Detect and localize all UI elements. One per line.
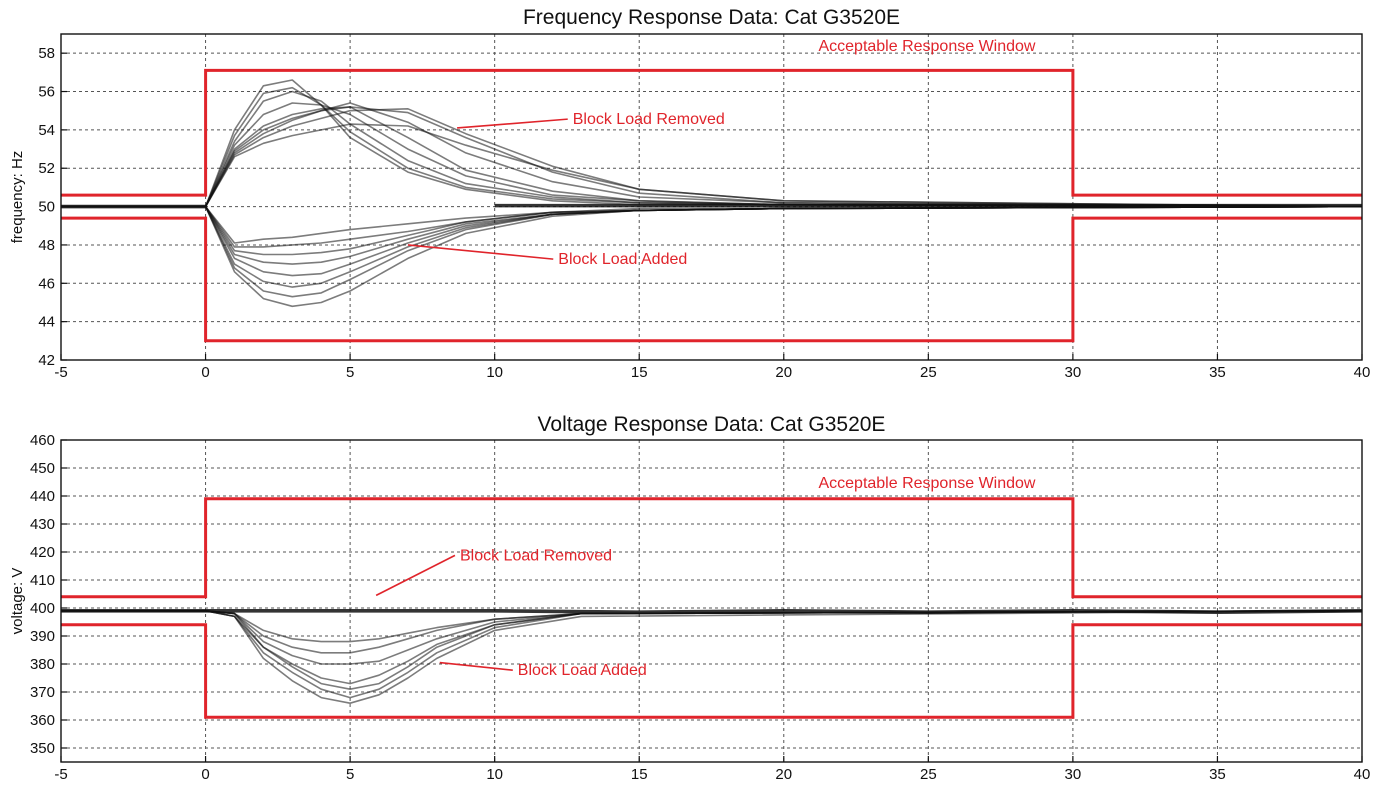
x-tick-label: -5: [54, 364, 67, 381]
y-tick-label: 400: [30, 600, 55, 617]
chart-panel-0: -5 0 5 10 15 20 25 30 35 40 42 44 46 48 50 52 54 56 58 Freq…: [9, 6, 1370, 381]
annotation-label: Block Load Removed: [573, 111, 725, 128]
x-tick-label: 15: [631, 766, 648, 783]
y-axis-label: frequency: Hz: [9, 151, 26, 244]
series-line-added: [61, 610, 1363, 665]
annotation-leader-line: [439, 661, 513, 671]
y-tick-label: 450: [30, 460, 55, 477]
x-tick-label: 35: [1209, 364, 1226, 381]
annotation-leader-line: [375, 554, 456, 597]
acceptable-window-label: Acceptable Response Window: [818, 475, 1035, 492]
x-tick-label: 20: [775, 766, 792, 783]
plot-frame: [60, 33, 1363, 361]
x-tick-label: 25: [920, 364, 937, 381]
x-tick-label: 0: [201, 364, 209, 381]
annotation-label: Block Load Added: [558, 251, 687, 268]
x-tick-label: 10: [486, 364, 503, 381]
y-axis-label: voltage: V: [9, 568, 26, 635]
y-tick-label: 46: [38, 275, 55, 292]
series-line-added: [61, 205, 1363, 308]
y-tick-label: 42: [38, 352, 55, 369]
x-tick-label: 30: [1065, 364, 1082, 381]
y-tick-label: 360: [30, 712, 55, 729]
acceptable-window-lower-line: [61, 216, 1362, 343]
chart-title: Voltage Response Data: Cat G3520E: [538, 413, 886, 436]
series-line-added: [61, 205, 1363, 244]
x-tick-label: 40: [1354, 364, 1371, 381]
y-tick-label: 350: [30, 740, 55, 757]
y-tick-label: 54: [38, 122, 55, 139]
x-tick-label: 5: [346, 766, 354, 783]
acceptable-window-upper-line: [61, 497, 1362, 599]
y-tick-label: 430: [30, 516, 55, 533]
x-tick-label: 20: [775, 364, 792, 381]
series-line-added: [61, 205, 1363, 248]
y-tick-label: 50: [38, 199, 55, 216]
y-tick-label: 58: [38, 45, 55, 62]
series-line-removed: [61, 106, 1363, 208]
plot-frame: [60, 439, 1363, 763]
series-line-removed: [61, 79, 1363, 208]
annotation-leader-line: [457, 118, 568, 129]
y-tick-label: 44: [38, 314, 55, 331]
series-line-removed: [61, 123, 1363, 208]
y-tick-label: 390: [30, 628, 55, 645]
series-line-removed: [61, 102, 1363, 208]
series-line-added: [61, 205, 1363, 265]
y-tick-label: 410: [30, 572, 55, 589]
chart-title: Frequency Response Data: Cat G3520E: [523, 6, 900, 29]
x-tick-label: 25: [920, 766, 937, 783]
x-tick-label: -5: [54, 766, 67, 783]
y-tick-label: 370: [30, 684, 55, 701]
annotation-label: Block Load Removed: [460, 547, 612, 564]
y-tick-label: 52: [38, 160, 55, 177]
x-tick-label: 40: [1354, 766, 1371, 783]
annotation-leader-line: [407, 244, 554, 260]
x-tick-label: 30: [1065, 766, 1082, 783]
y-tick-label: 420: [30, 544, 55, 561]
x-tick-label: 5: [346, 364, 354, 381]
series-line-added: [61, 610, 1363, 704]
y-tick-label: 380: [30, 656, 55, 673]
y-tick-label: 48: [38, 237, 55, 254]
series-line-added: [61, 610, 1363, 690]
x-tick-label: 35: [1209, 766, 1226, 783]
x-tick-label: 10: [486, 766, 503, 783]
chart-panel-1: -5 0 5 10 15 20 25 30 35 40 350 360 370 380 390 400 410 4…: [9, 413, 1370, 783]
acceptable-window-upper-line: [61, 68, 1362, 197]
x-tick-label: 0: [201, 766, 209, 783]
acceptable-window-label: Acceptable Response Window: [818, 38, 1035, 55]
y-tick-label: 460: [30, 432, 55, 449]
y-tick-label: 440: [30, 488, 55, 505]
series-line-removed: [61, 90, 1363, 208]
acceptable-window-lower-line: [61, 623, 1362, 719]
x-tick-label: 15: [631, 364, 648, 381]
y-tick-label: 56: [38, 84, 55, 101]
annotation-label: Block Load Added: [518, 662, 647, 679]
